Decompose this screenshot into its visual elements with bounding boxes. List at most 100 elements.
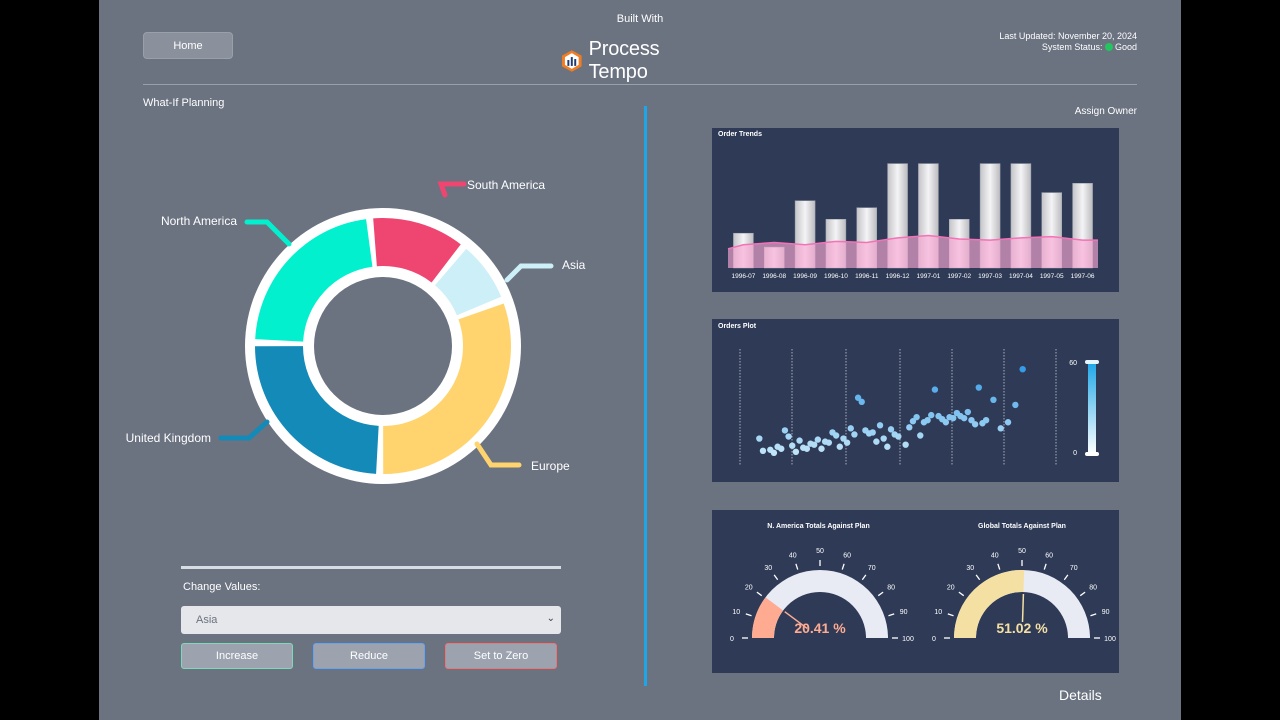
global-gauge-tick-label: 90 <box>1102 609 1110 616</box>
scatter-point <box>825 439 833 446</box>
gauge-charts: 0 10 20 30 40 50 60 70 80 90 100 20.41 % 0 10 20 30 40 50… <box>730 548 1116 643</box>
scatter-point <box>840 435 847 442</box>
increase-button[interactable]: Increase <box>181 643 293 669</box>
x-tick-label: 1997-04 <box>1009 273 1033 280</box>
scatter-point <box>887 426 895 433</box>
scatter-point <box>789 442 796 449</box>
status-ok-icon <box>1104 43 1113 51</box>
donut-leader-south-america <box>437 181 467 198</box>
na-gauge-tick-label: 0 <box>730 636 734 643</box>
trend-line <box>727 234 1098 250</box>
colorbar-max-label: 60 <box>1069 360 1077 367</box>
x-tick-label: 1996-07 <box>731 273 755 280</box>
global-gauge-tick-label: 10 <box>934 609 942 616</box>
scatter-point <box>884 443 891 450</box>
header-divider <box>143 84 1137 85</box>
donut-label-united-kingdom: United Kingdom <box>126 431 211 445</box>
vertical-divider <box>644 106 647 686</box>
donut-hole <box>314 277 452 415</box>
region-select[interactable]: Asia ⌄ <box>181 606 561 634</box>
donut-leader-united-kingdom <box>218 419 270 441</box>
na-gauge-tick <box>877 591 884 597</box>
x-tick-label: 1997-06 <box>1071 273 1095 280</box>
scatter-point <box>880 435 887 442</box>
assign-owner-link[interactable]: Assign Owner <box>1074 106 1137 117</box>
scatter-point <box>928 411 935 419</box>
global-gauge-tick <box>1090 613 1097 617</box>
brand-name: Process Tempo <box>588 38 660 83</box>
scatter-point <box>1012 401 1019 409</box>
home-button[interactable]: Home <box>143 32 233 59</box>
x-tick-label: 1997-02 <box>947 273 971 280</box>
orders-plot-panel: Orders Plot 60 0 <box>712 319 1119 482</box>
scatter-point <box>971 421 979 428</box>
na-gauge-needle <box>784 611 808 630</box>
scatter-point <box>858 398 865 406</box>
scatter-point <box>997 425 1004 432</box>
scatter-point <box>968 417 975 424</box>
global-gauge-tick-label: 40 <box>991 552 999 559</box>
scatter-point <box>770 449 778 457</box>
brand-logo[interactable]: Process Tempo <box>561 38 721 83</box>
x-tick-label: 1997-01 <box>916 273 940 280</box>
na-gauge-tick <box>861 574 867 581</box>
scatter-point <box>913 413 920 421</box>
na-gauge-tick-label: 70 <box>868 565 876 572</box>
trend-area <box>728 235 1098 268</box>
orders-plot-chart: 60 0 <box>739 349 1099 465</box>
donut-slice-north-america <box>255 219 373 342</box>
scatter-point <box>960 414 968 422</box>
system-status-label: System Status: <box>1041 42 1103 52</box>
chevron-down-icon: ⌄ <box>546 613 555 624</box>
change-values-label: Change Values: <box>183 581 261 593</box>
system-status-value: Good <box>1114 42 1137 52</box>
na-gauge-title: N. America Totals Against Plan <box>767 523 870 530</box>
na-gauge-tick <box>756 591 763 597</box>
set-to-zero-button[interactable]: Set to Zero <box>445 643 557 669</box>
scatter-point <box>1004 419 1012 426</box>
scatter-point <box>796 437 803 444</box>
global-gauge-tick <box>1079 591 1086 597</box>
na-gauge-value: 20.41 % <box>794 620 846 636</box>
global-gauge-needle <box>1021 593 1025 623</box>
donut-leader-asia <box>504 263 554 283</box>
scatter-point <box>906 424 913 431</box>
x-tick-label: 1996-08 <box>762 273 786 280</box>
colorbar-min-label: 0 <box>1073 450 1077 457</box>
colorbar-handle-top <box>1085 360 1099 364</box>
na-gauge-tick <box>841 563 845 570</box>
global-gauge-tick <box>1043 563 1047 570</box>
scatter-point <box>836 443 843 450</box>
scatter-point <box>949 414 957 422</box>
scatter-point <box>778 445 785 452</box>
scatter-point <box>854 394 862 401</box>
reduce-button[interactable]: Reduce <box>313 643 425 669</box>
global-gauge-tick-label: 60 <box>1045 552 1053 559</box>
x-tick-label: 1996-12 <box>886 273 910 280</box>
scatter-point <box>851 431 858 438</box>
global-gauge-tick <box>975 574 981 581</box>
na-gauge-tick <box>773 574 779 581</box>
colorbar-handle-bottom <box>1085 452 1099 456</box>
scatter-point <box>781 427 789 434</box>
scatter-point <box>847 425 854 432</box>
scatter-point <box>843 439 851 446</box>
scatter-point <box>785 433 792 440</box>
na-gauge-tick <box>888 613 895 617</box>
system-status: System Status: Good <box>999 42 1137 53</box>
donut-leader-north-america <box>244 219 292 247</box>
details-link[interactable]: Details <box>1059 687 1102 703</box>
scatter-point <box>990 396 997 403</box>
global-gauge-tick-label: 50 <box>1018 548 1026 555</box>
orders-plot-title: Orders Plot <box>718 323 757 330</box>
na-gauge-tick-label: 40 <box>789 552 797 559</box>
scatter-point <box>873 438 880 445</box>
x-tick-label: 1997-05 <box>1040 273 1064 280</box>
na-gauge-tick-label: 80 <box>887 584 895 591</box>
global-gauge-tick-label: 80 <box>1089 584 1097 591</box>
donut-slice-europe <box>383 303 512 474</box>
donut-slice-united-kingdom <box>255 346 379 474</box>
scatter-point <box>924 417 931 424</box>
na-gauge-track <box>752 570 888 638</box>
order-trends-chart: 1996-07 1996-08 1996-09 1996-10 1996-11 1996-… <box>727 163 1098 280</box>
